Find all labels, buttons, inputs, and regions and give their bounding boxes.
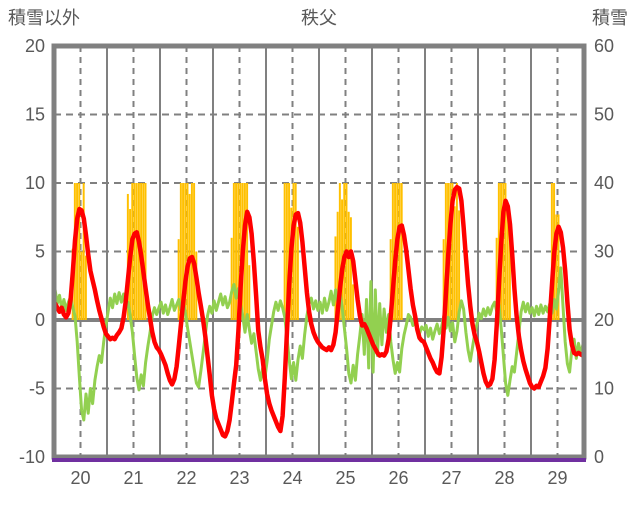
- left-axis-caption: 積雪以外: [8, 8, 80, 28]
- svg-text:24: 24: [282, 468, 302, 488]
- svg-text:10: 10: [25, 173, 45, 193]
- svg-text:15: 15: [25, 105, 45, 125]
- green-series-line: [53, 266, 585, 422]
- svg-text:50: 50: [594, 105, 614, 125]
- right-axis-tick-labels: 60 50 40 30 20 10 0: [594, 36, 614, 467]
- svg-text:-5: -5: [29, 379, 45, 399]
- chart-title: 秩父: [301, 8, 337, 28]
- svg-text:60: 60: [594, 36, 614, 56]
- svg-text:20: 20: [25, 36, 45, 56]
- svg-text:-10: -10: [19, 447, 45, 467]
- svg-text:27: 27: [441, 468, 461, 488]
- red-series-line: [52, 184, 586, 439]
- svg-text:40: 40: [594, 173, 614, 193]
- svg-text:28: 28: [494, 468, 514, 488]
- svg-text:20: 20: [70, 468, 90, 488]
- svg-text:23: 23: [229, 468, 249, 488]
- svg-text:29: 29: [547, 468, 567, 488]
- svg-text:30: 30: [594, 242, 614, 262]
- svg-text:5: 5: [35, 242, 45, 262]
- svg-text:0: 0: [35, 310, 45, 330]
- svg-text:0: 0: [594, 447, 604, 467]
- svg-text:21: 21: [123, 468, 143, 488]
- x-axis-day-labels: 20 21 22 23 24 25 26 27 28 29: [70, 468, 567, 488]
- svg-text:10: 10: [594, 379, 614, 399]
- left-axis-tick-labels: 20 15 10 5 0 -5 -10: [19, 36, 45, 467]
- svg-text:20: 20: [594, 310, 614, 330]
- plot-border: [51, 43, 587, 460]
- svg-text:26: 26: [388, 468, 408, 488]
- svg-text:25: 25: [335, 468, 355, 488]
- right-axis-caption: 積雪: [592, 8, 628, 28]
- svg-text:22: 22: [176, 468, 196, 488]
